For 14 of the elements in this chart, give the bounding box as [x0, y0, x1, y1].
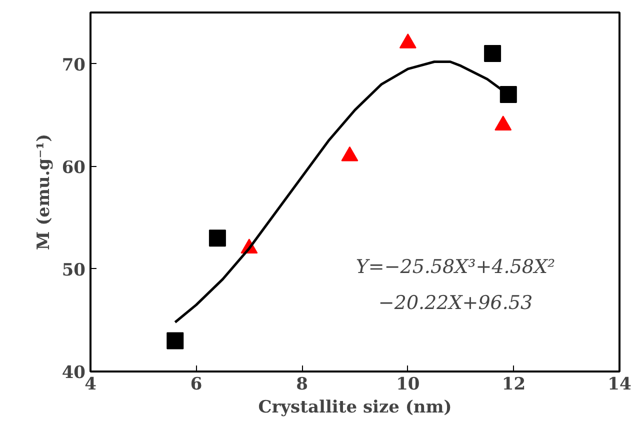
annotation: Y=−25.58X³+4.58X²	[356, 256, 556, 278]
x-tick-label: 4	[84, 374, 97, 394]
x-tick-label: 14	[608, 374, 631, 394]
annotation: −20.22X+96.53	[378, 292, 533, 314]
x-tick-label: 6	[190, 374, 202, 394]
x-tick-label: 8	[296, 374, 308, 394]
x-tick-label: 12	[502, 374, 526, 394]
x-tick-label: 10	[396, 374, 420, 394]
x-axis-title: Crystallite size (nm)	[258, 398, 452, 418]
y-tick-label: 60	[62, 158, 86, 178]
y-tick-label: 50	[62, 260, 86, 280]
y-tick-label: 40	[62, 363, 86, 383]
y-tick-label: 70	[62, 55, 86, 76]
y-axis-title: M (emu.g⁻¹)	[34, 134, 54, 250]
